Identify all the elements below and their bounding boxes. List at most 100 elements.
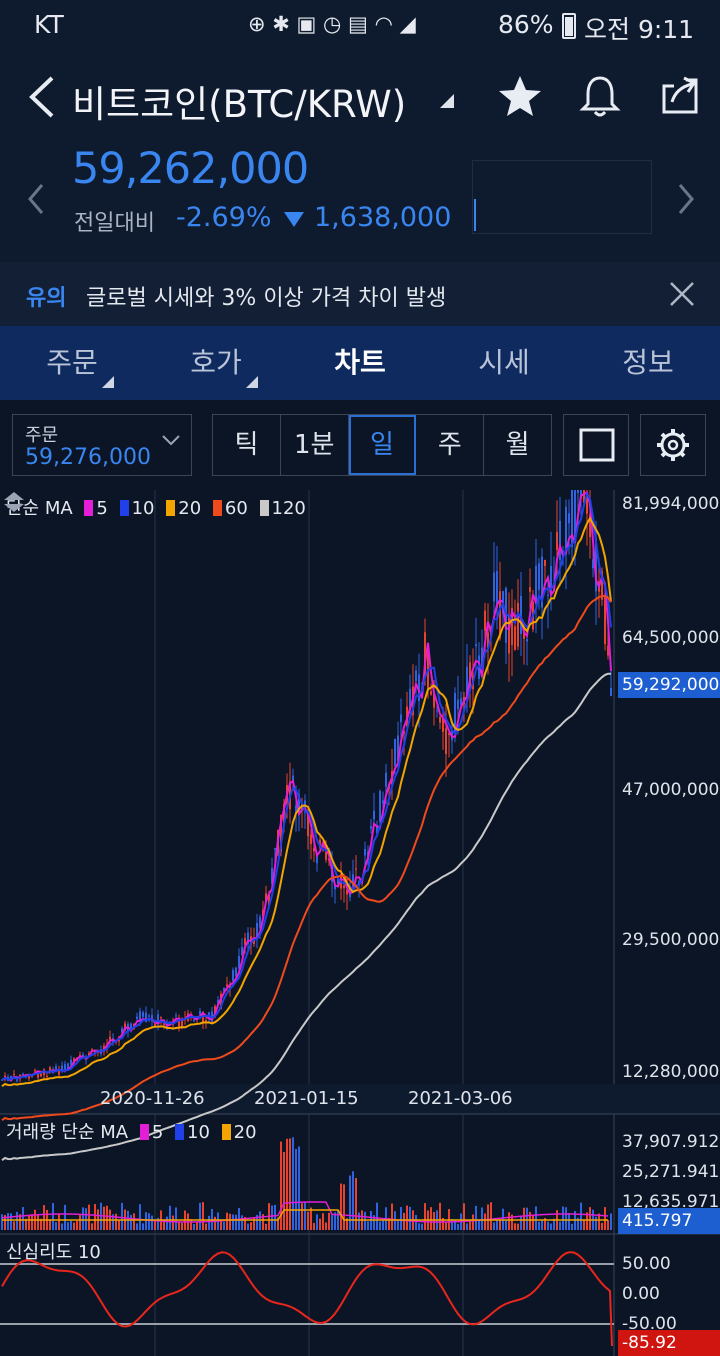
- psy-y-label: 0.00: [622, 1284, 660, 1304]
- period-day[interactable]: 일: [348, 415, 417, 475]
- candle-body: [343, 885, 345, 889]
- period-month[interactable]: 월: [505, 430, 530, 460]
- fullscreen-button[interactable]: [563, 414, 629, 476]
- volume-bar: [478, 1219, 480, 1230]
- candle-body: [418, 674, 420, 702]
- volume-bar: [52, 1202, 54, 1230]
- candle-body: [157, 1014, 159, 1024]
- chart-settings-button[interactable]: [640, 414, 706, 476]
- x-axis-band: [0, 1084, 720, 1114]
- candle-body: [220, 993, 222, 1009]
- candle-body: [580, 490, 582, 499]
- candle-body: [226, 984, 228, 987]
- candle-body: [337, 876, 339, 884]
- next-coin-icon[interactable]: [676, 182, 696, 216]
- volume-bar: [328, 1212, 330, 1230]
- candle-body: [562, 551, 564, 553]
- volume-bar: [151, 1215, 153, 1230]
- candle-body: [217, 1000, 219, 1004]
- volume-bar: [163, 1221, 165, 1230]
- volume-bar: [310, 1207, 312, 1230]
- volume-bar: [331, 1215, 333, 1230]
- candle-body: [550, 565, 552, 595]
- candle-body: [355, 868, 357, 870]
- candle-body: [334, 885, 336, 890]
- volume-bar: [76, 1220, 78, 1230]
- candle-body: [373, 810, 375, 820]
- candle-body: [244, 938, 246, 945]
- x-label: 2021-03-06: [408, 1088, 513, 1109]
- y-label: 64,500,000: [622, 628, 720, 648]
- candle-body: [442, 718, 444, 732]
- candle-body: [304, 800, 306, 813]
- notice-tag: 유의: [26, 286, 67, 311]
- volume-bar: [520, 1216, 522, 1230]
- order-price-select[interactable]: 주문 59,276,000: [12, 414, 192, 476]
- candle-body: [55, 1066, 57, 1070]
- volume-bar: [262, 1214, 264, 1230]
- volume-bar: [226, 1212, 228, 1230]
- volume-bar: [454, 1219, 456, 1230]
- volume-bar: [274, 1204, 276, 1230]
- page-title[interactable]: 비트코인(BTC/KRW): [72, 83, 407, 126]
- candle-body: [325, 851, 327, 860]
- volume-bar: [442, 1217, 444, 1230]
- tab-order[interactable]: 주문: [0, 326, 144, 400]
- candle-body: [583, 490, 585, 504]
- notice-message: 글로벌 시세와 3% 이상 가격 차이 발생: [86, 286, 447, 311]
- candle-body: [400, 714, 402, 723]
- volume-bar: [208, 1215, 210, 1230]
- y-label: 81,994,000: [622, 494, 720, 514]
- period-week[interactable]: 주: [416, 415, 485, 475]
- candle-body: [316, 855, 318, 864]
- ma5-swatch: [84, 500, 94, 516]
- volume-bar: [283, 1151, 285, 1230]
- period-1min[interactable]: 1분: [281, 415, 349, 475]
- candle-body: [241, 946, 243, 955]
- prev-coin-icon[interactable]: [26, 182, 46, 216]
- volume-bar: [292, 1137, 294, 1230]
- candle-body: [67, 1063, 69, 1070]
- tab-market[interactable]: 시세: [432, 326, 576, 400]
- close-icon[interactable]: [668, 280, 696, 308]
- volume-bar: [85, 1208, 87, 1230]
- volume-bar: [601, 1222, 603, 1230]
- volume-bar: [565, 1207, 567, 1230]
- tab-orderbook[interactable]: 호가: [144, 326, 288, 400]
- candle-body: [49, 1067, 51, 1073]
- candle-body: [484, 610, 486, 631]
- mini-chart[interactable]: [472, 160, 652, 234]
- star-icon[interactable]: [496, 72, 544, 120]
- volume-bar: [583, 1219, 585, 1230]
- candle-body: [256, 922, 258, 937]
- volume-bar: [424, 1203, 426, 1230]
- candle-body: [529, 587, 531, 592]
- candle-body: [70, 1059, 72, 1065]
- volume-bar: [388, 1217, 390, 1230]
- volume-legend: 거래량 단순 MA 5 10 20: [6, 1118, 257, 1144]
- period-tick[interactable]: 틱: [213, 415, 281, 475]
- chart-bg: [0, 490, 720, 1356]
- tab-chart[interactable]: 차트: [288, 326, 432, 400]
- volume-bar: [409, 1206, 411, 1230]
- candle-body: [610, 687, 612, 697]
- title-dropdown-icon[interactable]: [440, 94, 454, 108]
- share-icon[interactable]: [656, 72, 704, 120]
- vol-ma20-swatch: [221, 1124, 231, 1140]
- volume-bar: [379, 1221, 381, 1230]
- change-percent: -2.69%: [176, 202, 272, 233]
- volume-bar: [358, 1212, 360, 1230]
- order-select-value: 59,276,000: [25, 445, 151, 470]
- candle-chart-area[interactable]: 단순 MA 5 10 20 60 120 81,994,000 64,500,0…: [0, 490, 720, 1356]
- candle-body: [544, 559, 546, 567]
- candle-body: [142, 1012, 144, 1017]
- candle-body: [346, 889, 348, 895]
- back-arrow-icon[interactable]: [22, 74, 62, 120]
- candle-body: [517, 602, 519, 647]
- volume-bar: [256, 1214, 258, 1230]
- candle-body: [298, 794, 300, 816]
- volume-bar: [337, 1209, 339, 1230]
- resize-arrows-icon[interactable]: [0, 490, 28, 514]
- bell-icon[interactable]: [576, 72, 624, 120]
- tab-info[interactable]: 정보: [576, 326, 720, 400]
